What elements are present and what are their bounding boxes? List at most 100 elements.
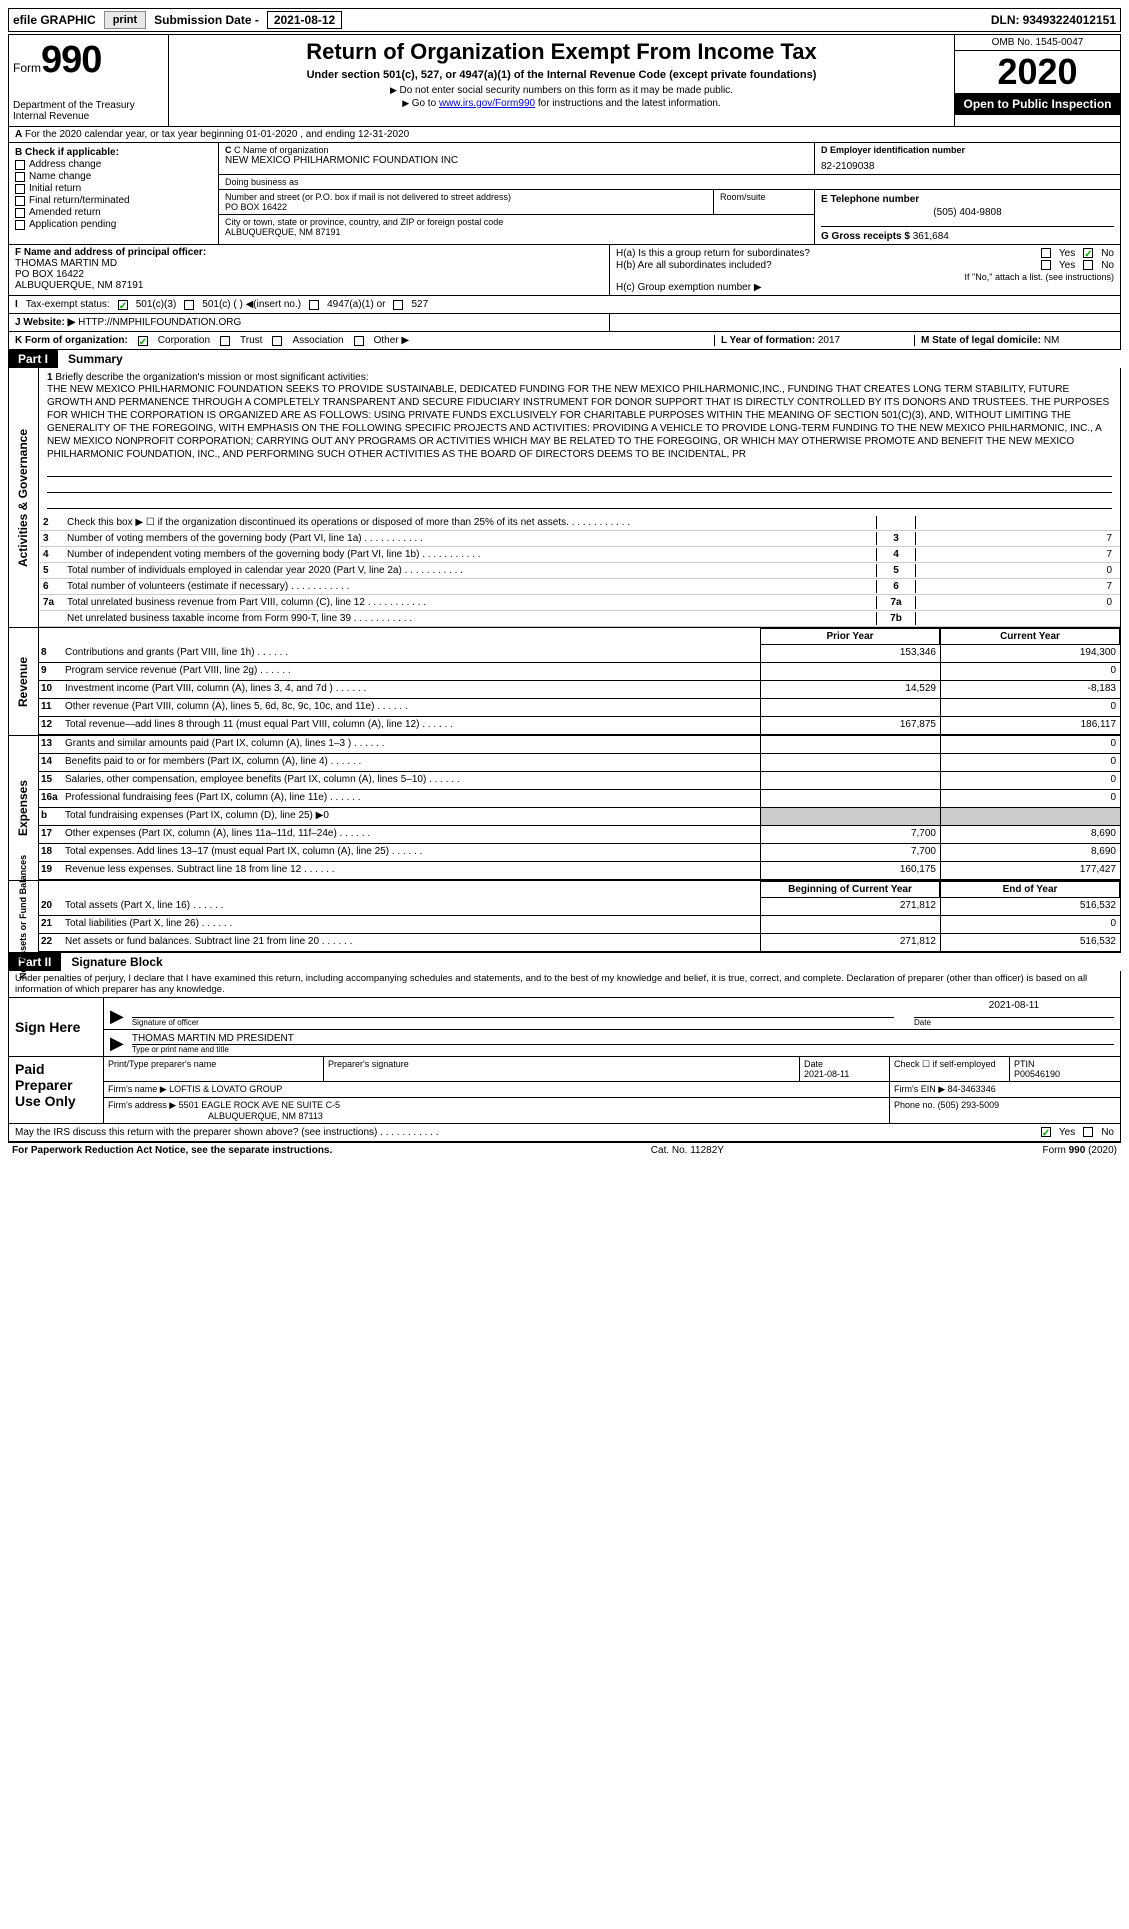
data-line: 17Other expenses (Part IX, column (A), l… [39, 826, 1120, 844]
chk-pending[interactable] [15, 220, 25, 230]
firm-phone: (505) 293-5009 [938, 1100, 1000, 1110]
form-subtitle: Under section 501(c), 527, or 4947(a)(1)… [177, 69, 946, 81]
print-button[interactable]: print [104, 11, 146, 29]
section-expenses: Expenses 13Grants and similar amounts pa… [8, 736, 1121, 881]
data-line: 10Investment income (Part VIII, column (… [39, 681, 1120, 699]
firm-name: LOFTIS & LOVATO GROUP [169, 1084, 282, 1094]
open-public: Open to Public Inspection [955, 93, 1120, 115]
mission-num: 1 [47, 372, 53, 383]
part1-label: Part I [8, 350, 58, 368]
chk-other[interactable] [354, 336, 364, 346]
irs-link[interactable]: www.irs.gov/Form990 [439, 98, 535, 109]
gov-line: 4Number of independent voting members of… [39, 547, 1120, 563]
discuss-text: May the IRS discuss this return with the… [15, 1127, 439, 1138]
section-bcdeg: B Check if applicable: Address change Na… [8, 143, 1121, 245]
side-netassets: Net Assets or Fund Balances [19, 854, 29, 978]
data-line: 13Grants and similar amounts paid (Part … [39, 736, 1120, 754]
discuss-no[interactable] [1083, 1127, 1093, 1137]
d-label: D Employer identification number [821, 145, 1114, 155]
section-netassets: Net Assets or Fund Balances Beginning of… [8, 881, 1121, 953]
c-label: C C Name of organization [225, 145, 808, 155]
hb-no[interactable] [1083, 260, 1093, 270]
state-domicile: NM [1044, 335, 1060, 346]
instr2-pre: Go to [412, 98, 439, 109]
chk-501c3[interactable]: ✓ [118, 300, 128, 310]
discuss-yes[interactable]: ✓ [1041, 1127, 1051, 1137]
data-line: 20Total assets (Part X, line 16)271,8125… [39, 898, 1120, 916]
omb-number: OMB No. 1545-0047 [955, 35, 1120, 51]
dept-treasury: Department of the Treasury Internal Reve… [13, 100, 164, 122]
col-current: Current Year [940, 628, 1120, 645]
chk-amended[interactable] [15, 208, 25, 218]
data-line: 11Other revenue (Part VIII, column (A), … [39, 699, 1120, 717]
form990-page: efile GRAPHIC print Submission Date - 20… [0, 0, 1129, 1166]
form-word: Form [13, 61, 41, 75]
opt-final: Final return/terminated [29, 195, 130, 206]
hb-yes[interactable] [1041, 260, 1051, 270]
data-line: 18Total expenses. Add lines 13–17 (must … [39, 844, 1120, 862]
l-label: L Year of formation: [721, 335, 815, 346]
firm-ein: 84-3463346 [948, 1084, 996, 1094]
ha-yes[interactable] [1041, 248, 1051, 258]
city-value: ALBUQUERQUE, NM 87191 [225, 227, 808, 237]
section-fh: F Name and address of principal officer:… [8, 245, 1121, 296]
col-beginning: Beginning of Current Year [760, 881, 940, 898]
opt-name-change: Name change [29, 171, 91, 182]
firm-phone-label: Phone no. [894, 1100, 935, 1110]
sig-date: 2021-08-11 [914, 1000, 1114, 1018]
year-formation: 2017 [818, 335, 840, 346]
firm-addr1: 5501 EAGLE ROCK AVE NE SUITE C-5 [179, 1100, 340, 1110]
side-expenses: Expenses [17, 780, 31, 836]
form-number: 990 [41, 39, 101, 82]
ha-no[interactable]: ✓ [1083, 248, 1093, 258]
m-label: M State of legal domicile: [921, 335, 1041, 346]
instr2-post: for instructions and the latest informat… [535, 98, 721, 109]
prep-sig-hdr: Preparer's signature [324, 1057, 800, 1081]
officer-signature[interactable] [132, 1000, 894, 1018]
chk-assoc[interactable] [272, 336, 282, 346]
row-a-text: For the 2020 calendar year, or tax year … [25, 129, 409, 140]
chk-4947[interactable] [309, 300, 319, 310]
firm-name-label: Firm's name ▶ [108, 1084, 167, 1094]
chk-501c[interactable] [184, 300, 194, 310]
officer-name-title: THOMAS MARTIN MD PRESIDENT [132, 1033, 1114, 1045]
part1-header: Part I Summary [8, 350, 1121, 368]
ptin: P00546190 [1014, 1069, 1060, 1079]
chk-trust[interactable] [220, 336, 230, 346]
gov-line: Net unrelated business taxable income fr… [39, 611, 1120, 627]
footer-mid: Cat. No. 11282Y [651, 1145, 724, 1156]
sign-here-label: Sign Here [9, 998, 104, 1056]
chk-527[interactable] [393, 300, 403, 310]
chk-corp[interactable]: ✓ [138, 336, 148, 346]
data-line: 19Revenue less expenses. Subtract line 1… [39, 862, 1120, 880]
opt-initial: Initial return [29, 183, 81, 194]
part2-header: Part II Signature Block [8, 953, 1121, 971]
officer-name: THOMAS MARTIN MD [15, 258, 603, 269]
website: HTTP://NMPHILFOUNDATION.ORG [78, 317, 241, 328]
instr-ssn: Do not enter social security numbers on … [177, 85, 946, 96]
gov-line: 7aTotal unrelated business revenue from … [39, 595, 1120, 611]
ein: 82-2109038 [821, 161, 1114, 172]
footer-left: For Paperwork Reduction Act Notice, see … [12, 1145, 332, 1156]
k-label: K Form of organization: [15, 335, 128, 346]
col-b-checkboxes: B Check if applicable: Address change Na… [9, 143, 219, 244]
org-name: NEW MEXICO PHILHARMONIC FOUNDATION INC [225, 155, 808, 166]
side-revenue: Revenue [17, 656, 31, 706]
f-label: F Name and address of principal officer: [15, 247, 603, 258]
chk-name-change[interactable] [15, 172, 25, 182]
sig-declaration: Under penalties of perjury, I declare th… [9, 971, 1120, 997]
chk-final[interactable] [15, 196, 25, 206]
data-line: 9Program service revenue (Part VIII, lin… [39, 663, 1120, 681]
b-label: B Check if applicable: [15, 147, 212, 158]
chk-initial[interactable] [15, 184, 25, 194]
e-label: E Telephone number [821, 194, 919, 205]
row-klm: K Form of organization: ✓Corporation Tru… [8, 332, 1121, 350]
opt-pending: Application pending [29, 219, 116, 230]
g-label: G Gross receipts $ [821, 231, 910, 242]
gross-receipts: 361,684 [913, 231, 949, 242]
page-footer: For Paperwork Reduction Act Notice, see … [8, 1142, 1121, 1158]
data-line: bTotal fundraising expenses (Part IX, co… [39, 808, 1120, 826]
sig-officer-caption: Signature of officer [132, 1018, 894, 1027]
firm-addr-label: Firm's address ▶ [108, 1100, 176, 1110]
chk-address-change[interactable] [15, 160, 25, 170]
